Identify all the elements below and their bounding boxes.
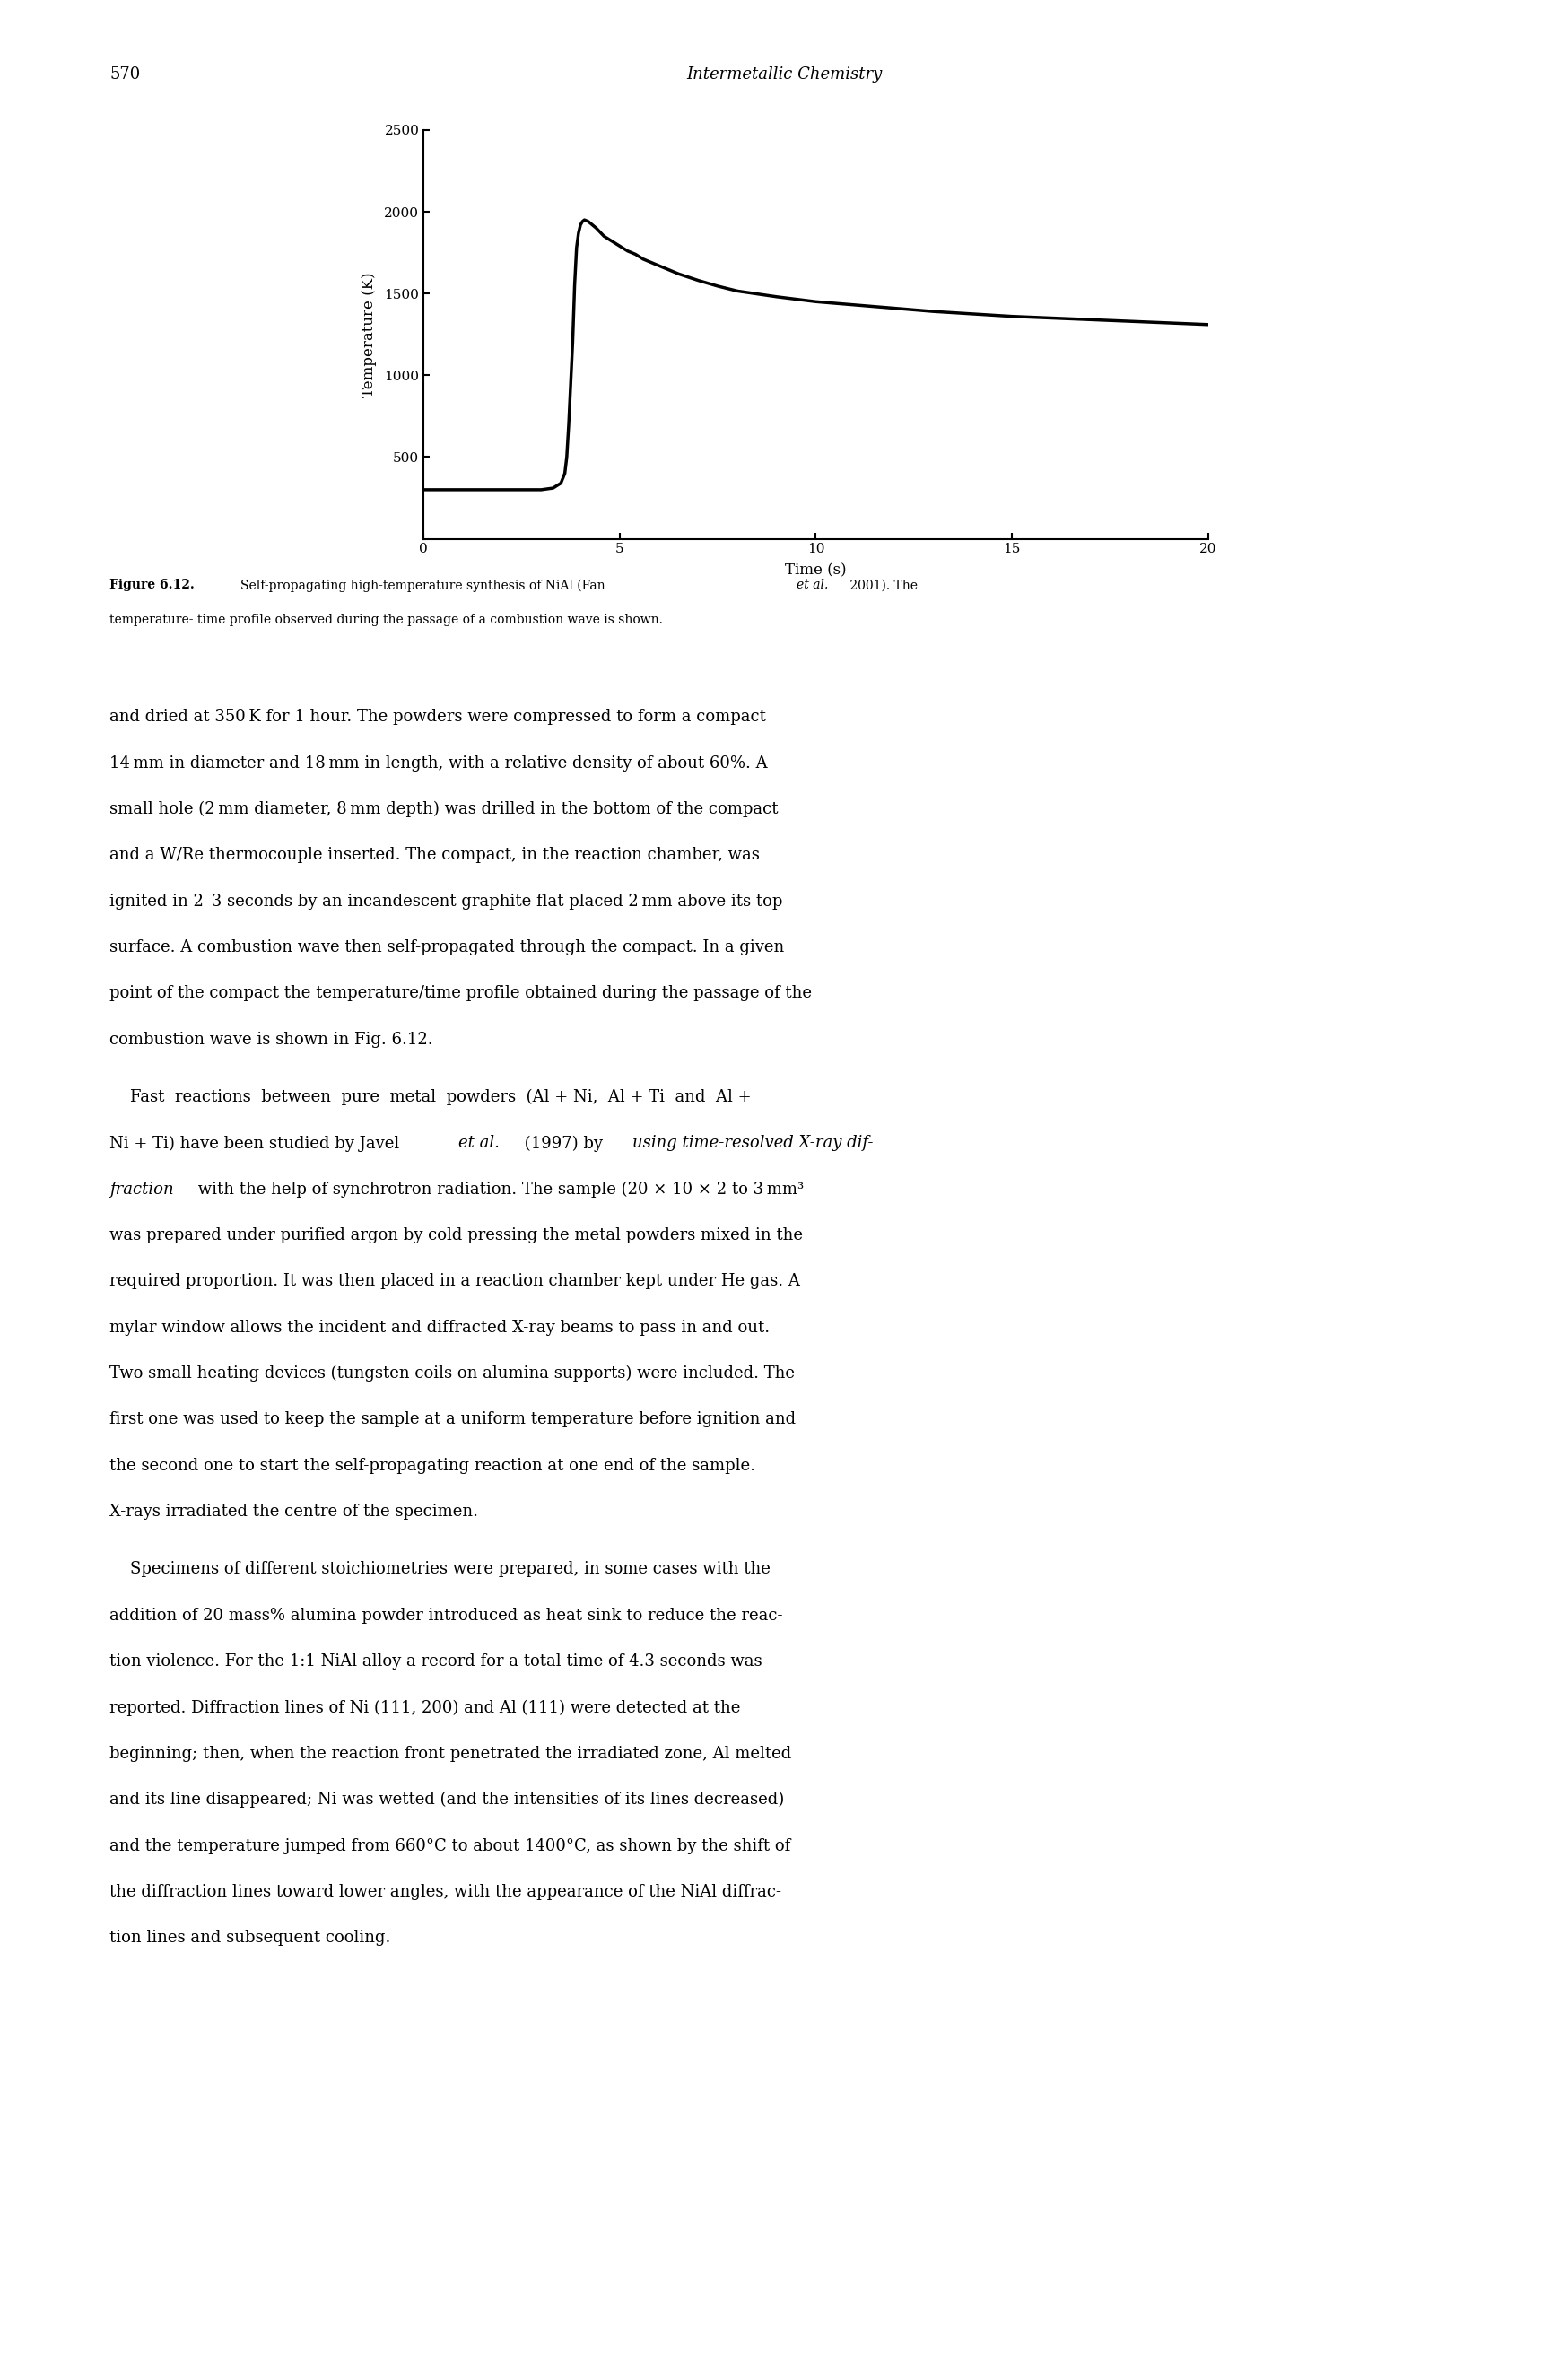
Text: Self-propagating high-temperature synthesis of NiAl (Fan: Self-propagating high-temperature synthe… — [240, 579, 608, 591]
Text: temperature- time profile observed during the passage of a combustion wave is sh: temperature- time profile observed durin… — [110, 612, 663, 626]
Text: was prepared under purified argon by cold pressing the metal powders mixed in th: was prepared under purified argon by col… — [110, 1226, 803, 1243]
Text: reported. Diffraction lines of Ni (111, 200) and Al (111) were detected at the: reported. Diffraction lines of Ni (111, … — [110, 1699, 740, 1716]
Text: addition of 20 mass% alumina powder introduced as heat sink to reduce the reac-: addition of 20 mass% alumina powder intr… — [110, 1607, 782, 1623]
Text: the diffraction lines toward lower angles, with the appearance of the NiAl diffr: the diffraction lines toward lower angle… — [110, 1883, 781, 1900]
Text: surface. A combustion wave then self-propagated through the compact. In a given: surface. A combustion wave then self-pro… — [110, 938, 784, 955]
Y-axis label: Temperature (K): Temperature (K) — [361, 272, 376, 397]
Text: and dried at 350 K for 1 hour. The powders were compressed to form a compact: and dried at 350 K for 1 hour. The powde… — [110, 709, 765, 725]
Text: 14 mm in diameter and 18 mm in length, with a relative density of about 60%. A: 14 mm in diameter and 18 mm in length, w… — [110, 756, 767, 770]
Text: beginning; then, when the reaction front penetrated the irradiated zone, Al melt: beginning; then, when the reaction front… — [110, 1746, 792, 1763]
Text: ignited in 2–3 seconds by an incandescent graphite flat placed 2 mm above its to: ignited in 2–3 seconds by an incandescen… — [110, 893, 782, 910]
Text: Two small heating devices (tungsten coils on alumina supports) were included. Th: Two small heating devices (tungsten coil… — [110, 1366, 795, 1382]
Text: the second one to start the self-propagating reaction at one end of the sample.: the second one to start the self-propaga… — [110, 1458, 756, 1475]
X-axis label: Time (s): Time (s) — [784, 562, 847, 579]
Text: using time-resolved X-ray dif-: using time-resolved X-ray dif- — [632, 1134, 873, 1151]
Text: required proportion. It was then placed in a reaction chamber kept under He gas.: required proportion. It was then placed … — [110, 1274, 800, 1290]
Text: small hole (2 mm diameter, 8 mm depth) was drilled in the bottom of the compact: small hole (2 mm diameter, 8 mm depth) w… — [110, 801, 778, 818]
Text: et al.: et al. — [797, 579, 828, 591]
Text: Figure 6.12.: Figure 6.12. — [110, 579, 194, 591]
Text: and a W/Re thermocouple inserted. The compact, in the reaction chamber, was: and a W/Re thermocouple inserted. The co… — [110, 846, 759, 862]
Text: fraction: fraction — [110, 1182, 174, 1198]
Text: X-rays irradiated the centre of the specimen.: X-rays irradiated the centre of the spec… — [110, 1503, 478, 1519]
Text: and the temperature jumped from 660°C to about 1400°C, as shown by the shift of: and the temperature jumped from 660°C to… — [110, 1838, 790, 1855]
Text: Ni + Ti) have been studied by Javel: Ni + Ti) have been studied by Javel — [110, 1134, 405, 1151]
Text: Intermetallic Chemistry: Intermetallic Chemistry — [687, 66, 881, 83]
Text: 2001). The: 2001). The — [845, 579, 917, 591]
Text: 570: 570 — [110, 66, 141, 83]
Text: mylar window allows the incident and diffracted X-ray beams to pass in and out.: mylar window allows the incident and dif… — [110, 1319, 770, 1335]
Text: tion lines and subsequent cooling.: tion lines and subsequent cooling. — [110, 1931, 390, 1947]
Text: and its line disappeared; Ni was wetted (and the intensities of its lines decrea: and its line disappeared; Ni was wetted … — [110, 1791, 784, 1808]
Text: et al.: et al. — [458, 1134, 499, 1151]
Text: combustion wave is shown in Fig. 6.12.: combustion wave is shown in Fig. 6.12. — [110, 1030, 433, 1047]
Text: first one was used to keep the sample at a uniform temperature before ignition a: first one was used to keep the sample at… — [110, 1411, 795, 1427]
Text: with the help of synchrotron radiation. The sample (20 × 10 × 2 to 3 mm³: with the help of synchrotron radiation. … — [193, 1182, 803, 1198]
Text: tion violence. For the 1:1 NiAl alloy a record for a total time of 4.3 seconds w: tion violence. For the 1:1 NiAl alloy a … — [110, 1654, 762, 1671]
Text: point of the compact the temperature/time profile obtained during the passage of: point of the compact the temperature/tim… — [110, 985, 812, 1002]
Text: Fast  reactions  between  pure  metal  powders  (Al + Ni,  Al + Ti  and  Al +: Fast reactions between pure metal powder… — [110, 1089, 751, 1106]
Text: Specimens of different stoichiometries were prepared, in some cases with the: Specimens of different stoichiometries w… — [110, 1562, 770, 1578]
Text: (1997) by: (1997) by — [519, 1134, 607, 1151]
